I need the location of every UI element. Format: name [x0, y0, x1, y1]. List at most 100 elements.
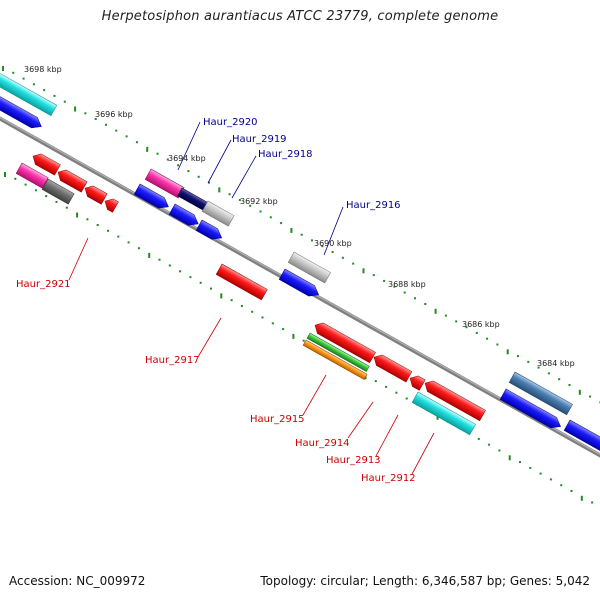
gene-label-haur-2920[interactable]: Haur_2920 — [203, 117, 258, 128]
minor-tick-mark — [405, 397, 408, 400]
gene-label-haur-2916[interactable]: Haur_2916 — [346, 200, 401, 211]
gene-red-b[interactable] — [55, 167, 88, 193]
gene-green-2914[interactable] — [306, 332, 370, 372]
major-tick-mark — [362, 268, 365, 274]
minor-tick-mark — [395, 391, 398, 394]
gene-label-haur-2919[interactable]: Haur_2919 — [232, 134, 287, 145]
gene-darkgray[interactable] — [41, 178, 75, 205]
minor-tick-mark — [519, 461, 521, 464]
reverse-label-leaders — [68, 237, 435, 475]
minor-tick-mark — [117, 235, 120, 238]
scale-label-3698: 3698 kbp — [24, 65, 62, 74]
minor-tick-mark — [94, 118, 97, 120]
gene-steelblue[interactable] — [508, 371, 573, 416]
gene-blue-b[interactable] — [168, 203, 201, 229]
minor-tick-mark — [414, 297, 416, 300]
gene-blue-top[interactable] — [0, 91, 44, 132]
gene-label-haur-2914[interactable]: Haur_2914 — [295, 438, 350, 449]
gene-gray-2918[interactable] — [201, 200, 235, 227]
scale-label-3686: 3686 kbp — [462, 320, 500, 329]
minor-tick-mark — [527, 360, 530, 363]
gene-red-2912[interactable] — [422, 378, 486, 422]
minor-tick-mark — [156, 152, 159, 155]
minor-tick-mark — [589, 395, 592, 398]
minor-tick-mark — [385, 385, 388, 388]
minor-tick-mark — [208, 181, 210, 184]
gene-red-small[interactable] — [407, 373, 426, 391]
gene-red-a[interactable] — [30, 151, 61, 176]
minor-tick-mark — [271, 322, 274, 325]
gene-blue-e[interactable] — [499, 388, 563, 432]
minor-tick-mark — [537, 366, 540, 369]
gene-label-haur-2915[interactable]: Haur_2915 — [250, 414, 305, 425]
minor-tick-mark — [12, 71, 15, 74]
scale-label-3684: 3684 kbp — [537, 359, 575, 368]
minor-tick-mark — [331, 251, 334, 253]
major-tick-mark — [218, 187, 221, 193]
gene-cyan-top[interactable] — [0, 69, 58, 117]
minor-tick-mark — [187, 170, 190, 173]
gene-label-haur-2918[interactable]: Haur_2918 — [258, 149, 313, 160]
minor-tick-mark — [341, 256, 344, 259]
minor-tick-mark — [107, 229, 109, 232]
gene-label-haur-2917[interactable]: Haur_2917 — [145, 355, 200, 366]
forward-label-leaders — [177, 121, 344, 256]
major-tick-mark — [146, 146, 149, 152]
minor-tick-mark — [570, 490, 573, 492]
minor-tick-mark — [517, 355, 519, 358]
minor-tick-mark — [383, 279, 386, 282]
reverse-genes — [15, 151, 486, 436]
gene-orange-2914[interactable] — [302, 339, 368, 380]
minor-tick-mark — [238, 199, 241, 201]
gene-gray-2916[interactable] — [287, 251, 331, 284]
minor-tick-mark — [372, 274, 375, 277]
minor-tick-mark — [166, 158, 169, 161]
gene-label-haur-2921[interactable]: Haur_2921 — [16, 279, 71, 290]
major-tick-mark — [580, 495, 583, 501]
scale-label-3696: 3696 kbp — [95, 110, 133, 119]
minor-tick-mark — [475, 331, 478, 334]
gene-red-d[interactable] — [102, 196, 119, 213]
minor-tick-mark — [547, 372, 550, 375]
gene-blue-f[interactable] — [563, 419, 600, 459]
minor-tick-mark — [45, 195, 48, 198]
minor-tick-mark — [455, 320, 458, 323]
minor-tick-mark — [55, 200, 58, 203]
major-tick-mark — [578, 389, 581, 395]
gene-navy-2919[interactable] — [177, 187, 209, 211]
gene-blue-c[interactable] — [195, 219, 225, 243]
minor-tick-mark — [135, 141, 138, 144]
minor-tick-mark — [249, 204, 252, 207]
minor-tick-mark — [65, 206, 68, 209]
scale-label-3692: 3692 kbp — [240, 197, 278, 206]
minor-tick-mark — [488, 443, 491, 446]
major-tick-mark — [148, 252, 151, 258]
minor-tick-mark — [321, 245, 324, 248]
major-tick-mark — [506, 349, 509, 355]
minor-tick-mark — [115, 129, 118, 132]
minor-tick-mark — [560, 484, 563, 487]
gene-label-haur-2912[interactable]: Haur_2912 — [361, 473, 416, 484]
accession-text: Accession: NC_009972 — [9, 574, 146, 588]
minor-tick-mark — [177, 164, 180, 167]
gene-red-2915[interactable] — [312, 320, 376, 364]
minor-tick-mark — [179, 270, 182, 273]
gene-cyan-2912[interactable] — [411, 391, 476, 436]
minor-tick-mark — [53, 94, 56, 97]
gene-pink-2921[interactable] — [15, 162, 49, 189]
gene-blue-a[interactable] — [133, 183, 171, 212]
minor-tick-mark — [352, 262, 355, 265]
minor-tick-mark — [168, 264, 171, 267]
minor-tick-mark — [269, 216, 272, 219]
gene-red-2917[interactable] — [215, 263, 268, 301]
minor-tick-mark — [32, 83, 35, 86]
minor-tick-mark — [444, 314, 447, 317]
gene-red-2913[interactable] — [371, 352, 413, 383]
minor-tick-mark — [300, 233, 303, 236]
genome-info-text: Topology: circular; Length: 6,346,587 bp… — [260, 574, 590, 588]
gene-red-c[interactable] — [82, 183, 108, 205]
gene-label-haur-2913[interactable]: Haur_2913 — [326, 455, 381, 466]
gene-blue-d[interactable] — [278, 268, 321, 300]
major-tick-mark — [76, 212, 79, 218]
